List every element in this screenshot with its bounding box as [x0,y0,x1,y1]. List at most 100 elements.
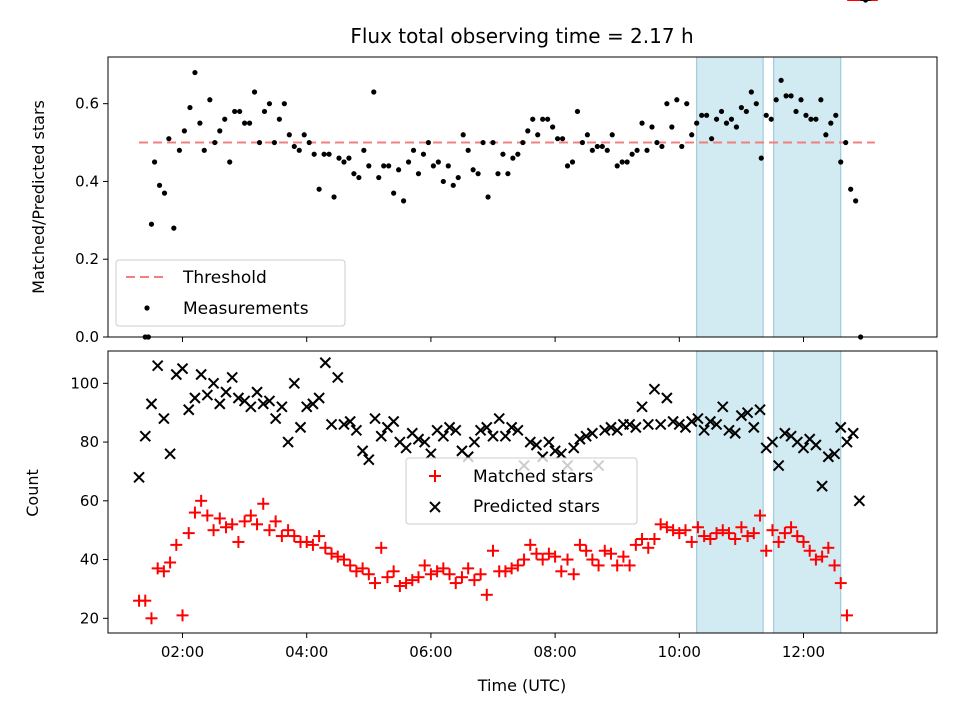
measurement-point [718,108,725,115]
predicted-star-point [835,421,847,434]
measurement-point [425,139,432,146]
measurement-point [554,136,561,142]
matched-star-point [331,550,344,563]
matched-star-point [797,535,810,548]
predicted-star-point [586,427,599,439]
x-stroke-b [437,430,450,442]
predicted-star-point [499,430,512,442]
x-stroke-b [344,415,356,428]
matched-star-point [667,524,680,537]
measurement-point [415,171,422,177]
x-stroke-b [648,383,661,395]
predicted-star-point [493,412,505,425]
matched-star-point [381,571,394,584]
measurement-point [614,163,620,169]
x-stroke-b [741,406,754,419]
x-stroke-b [375,430,387,442]
x-stroke-b [686,415,698,428]
matched-star-point [499,565,512,578]
x-stroke-b [791,436,803,448]
matched-star-point [300,535,313,548]
predicted-star-point [443,421,456,434]
measurement-point [396,167,402,173]
measurement-point [316,186,322,192]
matched-star-point [418,559,431,572]
predicted-star-point [816,480,828,492]
x-stroke-b [456,445,468,457]
x-stroke-b [785,430,797,442]
measurement-point [803,112,809,118]
measurement-point [242,120,248,126]
x-stroke-b [282,436,294,448]
x-stroke-b [394,436,406,448]
x-stroke-b [207,377,220,390]
measurement-point [654,139,660,146]
predicted-star-point [356,445,369,457]
predicted-star-point [810,439,822,451]
measurement-point [346,155,352,161]
measurement-point [306,139,312,146]
predicted-star-point [543,436,555,448]
measurement-point [733,124,740,130]
top-y-ticks: 0.0 0.2 0.4 0.6 [75,95,108,346]
x-stroke-b [586,427,599,439]
measurement-point [336,155,342,161]
predicted-star-point [853,495,866,507]
predicted-star-point [276,401,288,413]
predicted-star-point [524,436,536,448]
predicted-star-point [723,424,735,437]
matched-star-point [766,524,779,537]
matched-star-point [275,530,288,543]
bottom-panel: 20 40 60 80 100 02:00 04:00 06:00 08:00 10:00 12:… [23,0,938,695]
x-stroke-b [474,424,487,437]
measurement-point [435,159,441,165]
measurement-point [723,120,730,126]
matched-star-point [170,538,183,551]
x-tick-label: 06:00 [409,643,452,661]
x-stroke-b [189,392,201,404]
x-stroke-b [810,439,822,451]
matched-star-point [834,577,847,590]
x-stroke-b [276,401,288,413]
predicted-star-point [512,424,524,437]
x-stroke-b [512,424,524,437]
x-stroke-b [369,412,381,425]
matched-star-point [151,562,164,575]
matched-star-point [319,541,332,554]
measurement-point [166,136,172,142]
predicted-star-point [207,377,220,390]
matched-star-point [269,515,282,528]
measurement-point [301,132,307,138]
measurement-point [381,163,387,169]
predicted-star-point [158,412,170,425]
predicted-star-point [145,398,158,410]
bottom-legend-box [405,457,638,525]
top-legend: Threshold Measurements [115,259,346,327]
x-stroke-b [605,421,617,434]
highlight-band [773,350,842,634]
x-tick-label: 04:00 [285,643,328,661]
predicted-star-point [841,436,853,448]
matched-star-point [704,533,717,545]
matched-star-point [468,574,481,587]
matched-star-point [263,524,276,537]
predicted-star-point [623,418,636,431]
measurement-point [813,116,819,122]
matched-star-point [449,577,462,590]
predicted-star-point [754,404,766,416]
x-stroke-b [139,430,151,442]
bottom-legend: Matched stars Predicted stars [405,457,638,525]
matched-star-point [176,609,189,622]
y-tick-label: 0.4 [75,172,99,190]
measurement-point [515,151,521,157]
matched-star-point [511,559,524,572]
matched-star-point [828,559,841,572]
matched-star-point [356,562,369,575]
y-tick-label: 40 [80,551,99,569]
matched-star-point [729,533,742,545]
measurement-point [818,97,824,103]
measurement-point [584,132,590,138]
measurement-point [321,151,327,157]
measurement-point [351,171,357,177]
